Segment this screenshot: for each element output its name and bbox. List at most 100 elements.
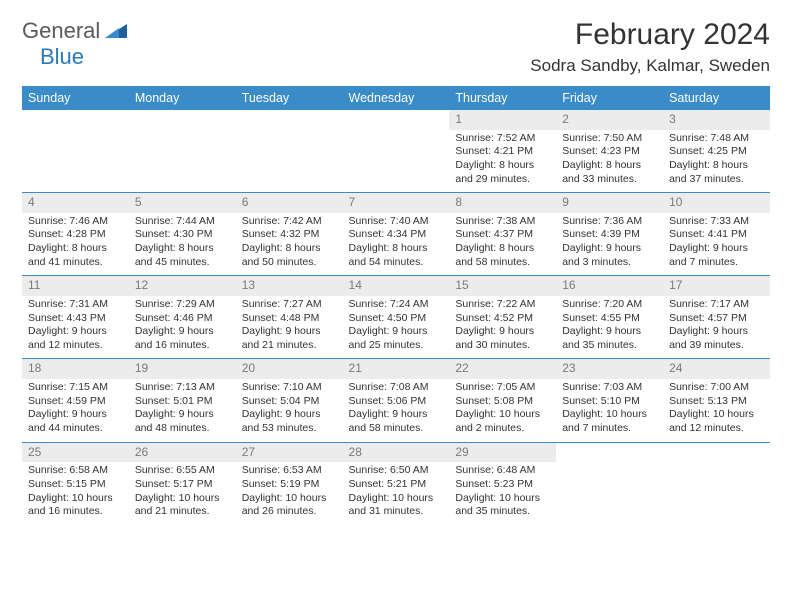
day-info-line: and 2 minutes. (455, 422, 550, 436)
day-info-line: and 33 minutes. (562, 173, 657, 187)
day-info-line: Daylight: 9 hours (28, 408, 123, 422)
day-info-line: Daylight: 10 hours (562, 408, 657, 422)
day-info-line: and 26 minutes. (242, 505, 337, 519)
calendar-day-cell: . (663, 442, 770, 525)
day-info-line: Sunset: 5:06 PM (349, 395, 444, 409)
day-info-line: Sunset: 5:13 PM (669, 395, 764, 409)
day-info: Sunrise: 7:10 AMSunset: 5:04 PMDaylight:… (242, 381, 337, 436)
day-number: 9 (556, 193, 663, 213)
weekday-header-cell: Tuesday (236, 86, 343, 110)
day-number: 17 (663, 276, 770, 296)
day-info-line: and 29 minutes. (455, 173, 550, 187)
day-info-line: Sunrise: 7:08 AM (349, 381, 444, 395)
day-number: 26 (129, 443, 236, 463)
day-info-line: and 50 minutes. (242, 256, 337, 270)
day-info-line: and 48 minutes. (135, 422, 230, 436)
day-number: 11 (22, 276, 129, 296)
day-info-line: Sunrise: 7:27 AM (242, 298, 337, 312)
day-number: 24 (663, 359, 770, 379)
day-info-line: Daylight: 8 hours (242, 242, 337, 256)
day-info: Sunrise: 7:27 AMSunset: 4:48 PMDaylight:… (242, 298, 337, 353)
day-info-line: Daylight: 9 hours (562, 325, 657, 339)
calendar-day-cell: 19Sunrise: 7:13 AMSunset: 5:01 PMDayligh… (129, 359, 236, 442)
day-info: Sunrise: 7:46 AMSunset: 4:28 PMDaylight:… (28, 215, 123, 270)
day-info-line: and 58 minutes. (455, 256, 550, 270)
day-info-line: and 41 minutes. (28, 256, 123, 270)
day-number: 5 (129, 193, 236, 213)
day-info-line: Sunset: 4:39 PM (562, 228, 657, 242)
day-info-line: Daylight: 9 hours (242, 408, 337, 422)
calendar-day-cell: . (236, 110, 343, 193)
day-info: Sunrise: 6:48 AMSunset: 5:23 PMDaylight:… (455, 464, 550, 519)
day-info-line: Sunrise: 7:38 AM (455, 215, 550, 229)
day-info-line: and 16 minutes. (135, 339, 230, 353)
day-info-line: Sunrise: 7:50 AM (562, 132, 657, 146)
day-info: Sunrise: 7:03 AMSunset: 5:10 PMDaylight:… (562, 381, 657, 436)
day-info: Sunrise: 7:00 AMSunset: 5:13 PMDaylight:… (669, 381, 764, 436)
day-info-line: and 53 minutes. (242, 422, 337, 436)
calendar-day-cell: 16Sunrise: 7:20 AMSunset: 4:55 PMDayligh… (556, 276, 663, 359)
calendar-day-cell: . (129, 110, 236, 193)
day-info-line: Daylight: 10 hours (28, 492, 123, 506)
day-info-line: Daylight: 10 hours (455, 492, 550, 506)
calendar-day-cell: 27Sunrise: 6:53 AMSunset: 5:19 PMDayligh… (236, 442, 343, 525)
day-info: Sunrise: 6:58 AMSunset: 5:15 PMDaylight:… (28, 464, 123, 519)
day-info-line: Daylight: 10 hours (349, 492, 444, 506)
day-info: Sunrise: 6:55 AMSunset: 5:17 PMDaylight:… (135, 464, 230, 519)
day-info-line: Sunset: 5:04 PM (242, 395, 337, 409)
day-info-line: Sunset: 4:46 PM (135, 312, 230, 326)
calendar-day-cell: 11Sunrise: 7:31 AMSunset: 4:43 PMDayligh… (22, 276, 129, 359)
logo-text-general: General (22, 18, 100, 43)
calendar-day-cell: . (343, 110, 450, 193)
weekday-header-cell: Friday (556, 86, 663, 110)
calendar-day-cell: 8Sunrise: 7:38 AMSunset: 4:37 PMDaylight… (449, 193, 556, 276)
day-info-line: Sunrise: 6:53 AM (242, 464, 337, 478)
header: General Blue February 2024 Sodra Sandby,… (22, 18, 770, 76)
day-number: 15 (449, 276, 556, 296)
day-info-line: Daylight: 9 hours (349, 408, 444, 422)
calendar-day-cell: 2Sunrise: 7:50 AMSunset: 4:23 PMDaylight… (556, 110, 663, 193)
weekday-header-cell: Sunday (22, 86, 129, 110)
location: Sodra Sandby, Kalmar, Sweden (530, 56, 770, 76)
day-info: Sunrise: 7:40 AMSunset: 4:34 PMDaylight:… (349, 215, 444, 270)
day-number: 12 (129, 276, 236, 296)
day-info-line: Sunset: 4:34 PM (349, 228, 444, 242)
day-info-line: Sunrise: 7:13 AM (135, 381, 230, 395)
day-info-line: and 31 minutes. (349, 505, 444, 519)
day-info-line: and 21 minutes. (242, 339, 337, 353)
day-info: Sunrise: 7:48 AMSunset: 4:25 PMDaylight:… (669, 132, 764, 187)
day-info-line: Daylight: 9 hours (669, 242, 764, 256)
calendar-day-cell: 23Sunrise: 7:03 AMSunset: 5:10 PMDayligh… (556, 359, 663, 442)
day-info-line: Sunset: 5:19 PM (242, 478, 337, 492)
day-info-line: Sunrise: 7:10 AM (242, 381, 337, 395)
day-info-line: Sunrise: 7:24 AM (349, 298, 444, 312)
day-info-line: Sunset: 4:23 PM (562, 145, 657, 159)
day-info-line: Daylight: 9 hours (349, 325, 444, 339)
day-info-line: and 16 minutes. (28, 505, 123, 519)
day-info-line: and 39 minutes. (669, 339, 764, 353)
day-info-line: Sunset: 4:55 PM (562, 312, 657, 326)
day-info-line: Sunrise: 7:31 AM (28, 298, 123, 312)
day-info: Sunrise: 7:42 AMSunset: 4:32 PMDaylight:… (242, 215, 337, 270)
day-info-line: Sunrise: 7:42 AM (242, 215, 337, 229)
day-info-line: Sunrise: 7:36 AM (562, 215, 657, 229)
day-info-line: Sunset: 5:10 PM (562, 395, 657, 409)
day-info-line: Sunrise: 7:33 AM (669, 215, 764, 229)
day-info: Sunrise: 7:50 AMSunset: 4:23 PMDaylight:… (562, 132, 657, 187)
day-info-line: Daylight: 9 hours (669, 325, 764, 339)
day-info: Sunrise: 7:08 AMSunset: 5:06 PMDaylight:… (349, 381, 444, 436)
day-info-line: Sunrise: 7:52 AM (455, 132, 550, 146)
calendar-week-row: 4Sunrise: 7:46 AMSunset: 4:28 PMDaylight… (22, 193, 770, 276)
day-info-line: and 21 minutes. (135, 505, 230, 519)
calendar-day-cell: 7Sunrise: 7:40 AMSunset: 4:34 PMDaylight… (343, 193, 450, 276)
day-info-line: Daylight: 9 hours (135, 325, 230, 339)
day-info-line: Sunset: 4:32 PM (242, 228, 337, 242)
calendar-day-cell: 5Sunrise: 7:44 AMSunset: 4:30 PMDaylight… (129, 193, 236, 276)
calendar-day-cell: 26Sunrise: 6:55 AMSunset: 5:17 PMDayligh… (129, 442, 236, 525)
day-info: Sunrise: 7:17 AMSunset: 4:57 PMDaylight:… (669, 298, 764, 353)
logo-text-blue: Blue (40, 44, 84, 69)
day-info-line: Sunrise: 7:00 AM (669, 381, 764, 395)
calendar-day-cell: . (22, 110, 129, 193)
calendar-day-cell: 10Sunrise: 7:33 AMSunset: 4:41 PMDayligh… (663, 193, 770, 276)
calendar-day-cell: 13Sunrise: 7:27 AMSunset: 4:48 PMDayligh… (236, 276, 343, 359)
